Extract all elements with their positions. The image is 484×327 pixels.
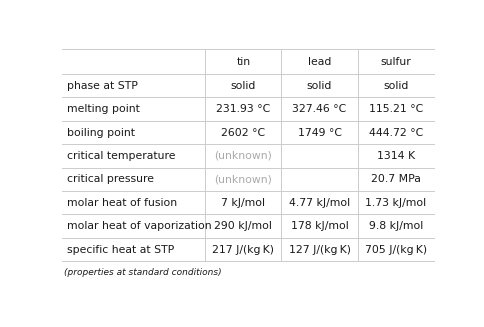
Text: 127 J/(kg K): 127 J/(kg K) xyxy=(288,245,350,255)
Text: 444.72 °C: 444.72 °C xyxy=(368,128,423,138)
Text: 2602 °C: 2602 °C xyxy=(221,128,265,138)
Text: 20.7 MPa: 20.7 MPa xyxy=(371,174,421,184)
Text: solid: solid xyxy=(231,81,256,91)
Text: lead: lead xyxy=(308,57,331,67)
Text: boiling point: boiling point xyxy=(67,128,135,138)
Text: tin: tin xyxy=(236,57,251,67)
Text: 4.77 kJ/mol: 4.77 kJ/mol xyxy=(289,198,350,208)
Text: 290 kJ/mol: 290 kJ/mol xyxy=(214,221,272,231)
Text: 705 J/(kg K): 705 J/(kg K) xyxy=(364,245,427,255)
Text: (unknown): (unknown) xyxy=(214,151,272,161)
Text: 1.73 kJ/mol: 1.73 kJ/mol xyxy=(365,198,426,208)
Text: 217 J/(kg K): 217 J/(kg K) xyxy=(212,245,274,255)
Text: solid: solid xyxy=(307,81,332,91)
Text: 115.21 °C: 115.21 °C xyxy=(368,104,423,114)
Text: solid: solid xyxy=(383,81,408,91)
Text: critical temperature: critical temperature xyxy=(67,151,175,161)
Text: 7 kJ/mol: 7 kJ/mol xyxy=(221,198,265,208)
Text: specific heat at STP: specific heat at STP xyxy=(67,245,174,255)
Text: phase at STP: phase at STP xyxy=(67,81,138,91)
Text: 1314 K: 1314 K xyxy=(377,151,415,161)
Text: 231.93 °C: 231.93 °C xyxy=(216,104,271,114)
Text: 327.46 °C: 327.46 °C xyxy=(292,104,347,114)
Text: sulfur: sulfur xyxy=(380,57,411,67)
Text: 178 kJ/mol: 178 kJ/mol xyxy=(291,221,348,231)
Text: 1749 °C: 1749 °C xyxy=(298,128,342,138)
Text: (properties at standard conditions): (properties at standard conditions) xyxy=(64,267,222,277)
Text: critical pressure: critical pressure xyxy=(67,174,154,184)
Text: molar heat of vaporization: molar heat of vaporization xyxy=(67,221,212,231)
Text: melting point: melting point xyxy=(67,104,140,114)
Text: 9.8 kJ/mol: 9.8 kJ/mol xyxy=(368,221,423,231)
Text: molar heat of fusion: molar heat of fusion xyxy=(67,198,177,208)
Text: (unknown): (unknown) xyxy=(214,174,272,184)
